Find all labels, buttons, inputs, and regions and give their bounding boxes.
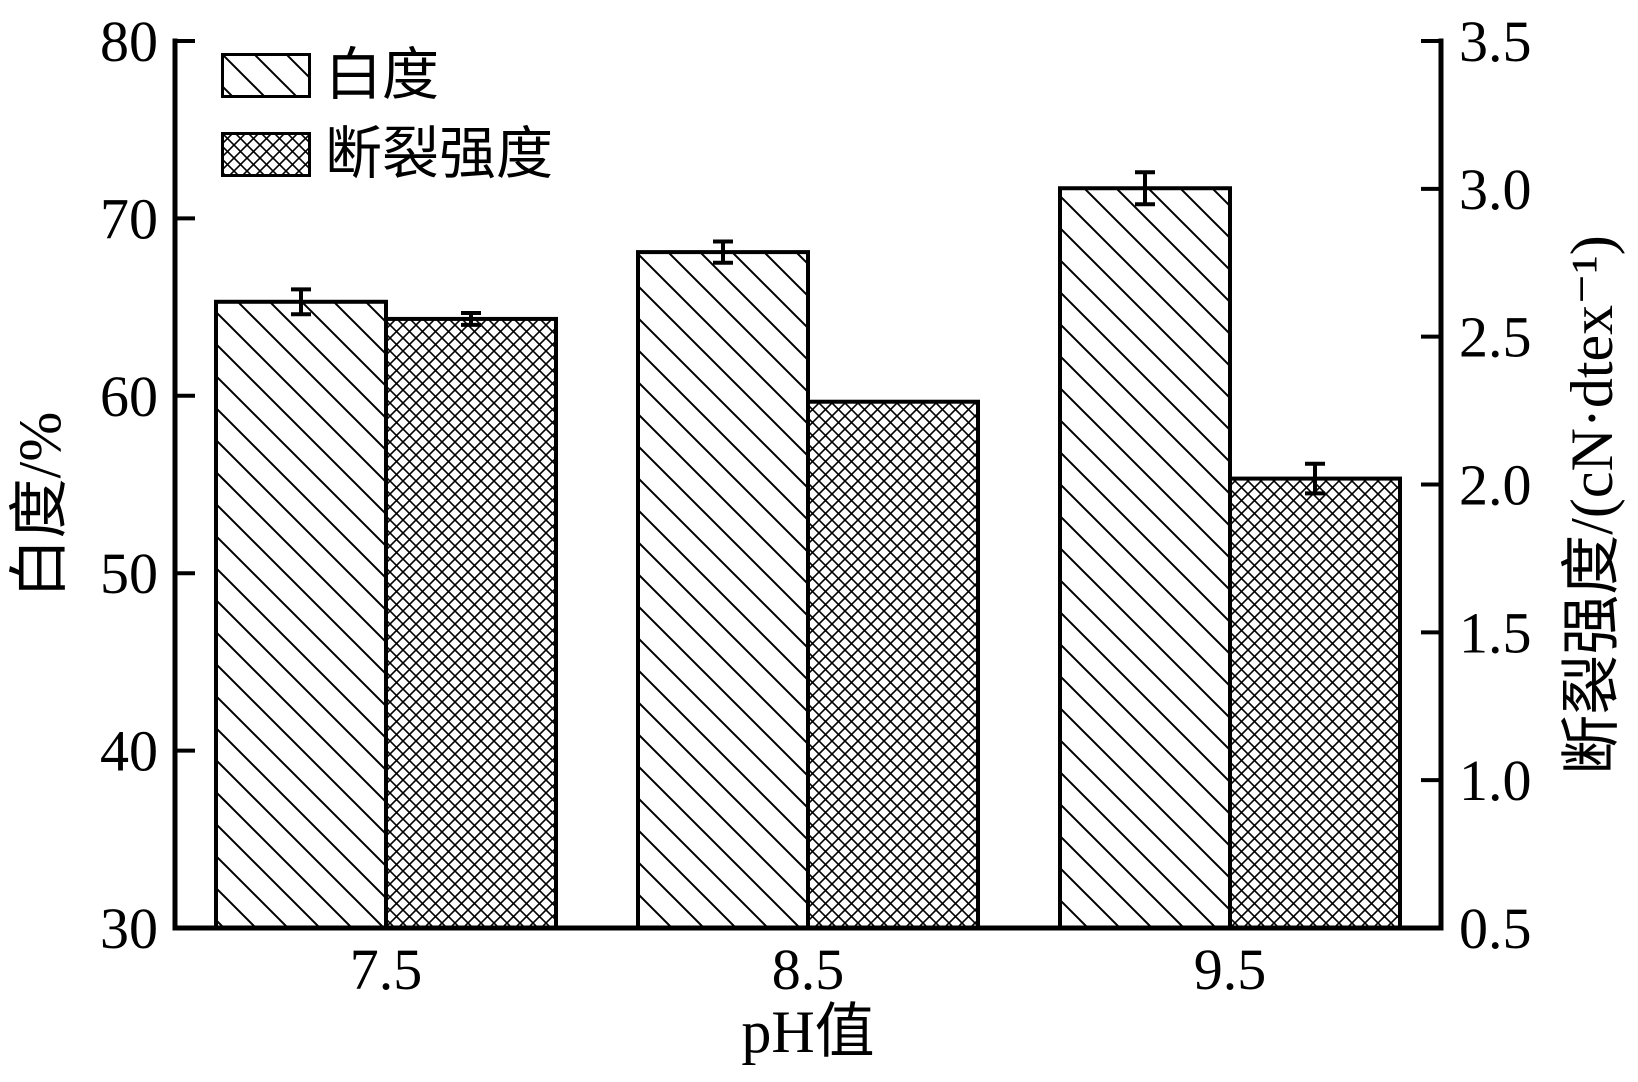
bar-breaking-strength-7.5 xyxy=(384,316,558,930)
legend-item-breaking-strength: 断裂强度 xyxy=(221,126,553,183)
right-tick-label: 0.5 xyxy=(1459,896,1532,961)
left-tick-label: 40 xyxy=(100,719,158,784)
x-tick-label: 8.5 xyxy=(772,937,845,1002)
bar-whiteness-8.5 xyxy=(636,250,810,930)
error-bars-layer xyxy=(291,170,1325,496)
tick-labels-layer: 80 70 60 50 40 30 3.5 3.0 2.5 2.0 1.5 1.0 0.5 7.5 8.5 9… xyxy=(100,9,1532,1002)
right-tick-label: 2.5 xyxy=(1459,305,1532,370)
x-axis-title: pH值 xyxy=(741,999,875,1065)
right-tick-label: 1.0 xyxy=(1459,748,1532,813)
legend: 白度 断裂强度 xyxy=(221,47,553,183)
right-tick-label: 2.0 xyxy=(1459,453,1532,518)
bar-breaking-strength-8.5 xyxy=(806,399,980,931)
breaking-strength-hatch-swatch-icon xyxy=(221,132,311,177)
bar-breaking-strength-9.5 xyxy=(1228,476,1402,930)
right-tick-label: 3.0 xyxy=(1459,157,1532,222)
left-tick-label: 60 xyxy=(100,364,158,429)
bars-layer xyxy=(214,186,1402,931)
x-tick-label: 7.5 xyxy=(350,937,423,1002)
whiteness-hatch-swatch-icon xyxy=(221,53,311,98)
left-tick-label: 70 xyxy=(100,186,158,251)
bar-whiteness-7.5 xyxy=(214,299,388,930)
right-tick-label: 3.5 xyxy=(1459,9,1532,74)
right-tick-label: 1.5 xyxy=(1459,600,1532,665)
bar-whiteness-9.5 xyxy=(1058,186,1232,930)
x-tick-label: 9.5 xyxy=(1194,937,1267,1002)
legend-label-whiteness: 白度 xyxy=(325,44,439,107)
axes-layer xyxy=(172,38,1444,931)
left-axis-title: 白度/% xyxy=(7,411,73,599)
left-tick-label: 30 xyxy=(100,896,158,961)
left-tick-label: 80 xyxy=(100,9,158,74)
legend-item-whiteness: 白度 xyxy=(221,47,553,104)
legend-label-breaking-strength: 断裂强度 xyxy=(325,123,553,186)
right-axis-title: 断裂强度/(cN·dtex⁻¹) xyxy=(1559,235,1625,775)
left-tick-label: 50 xyxy=(100,541,158,606)
